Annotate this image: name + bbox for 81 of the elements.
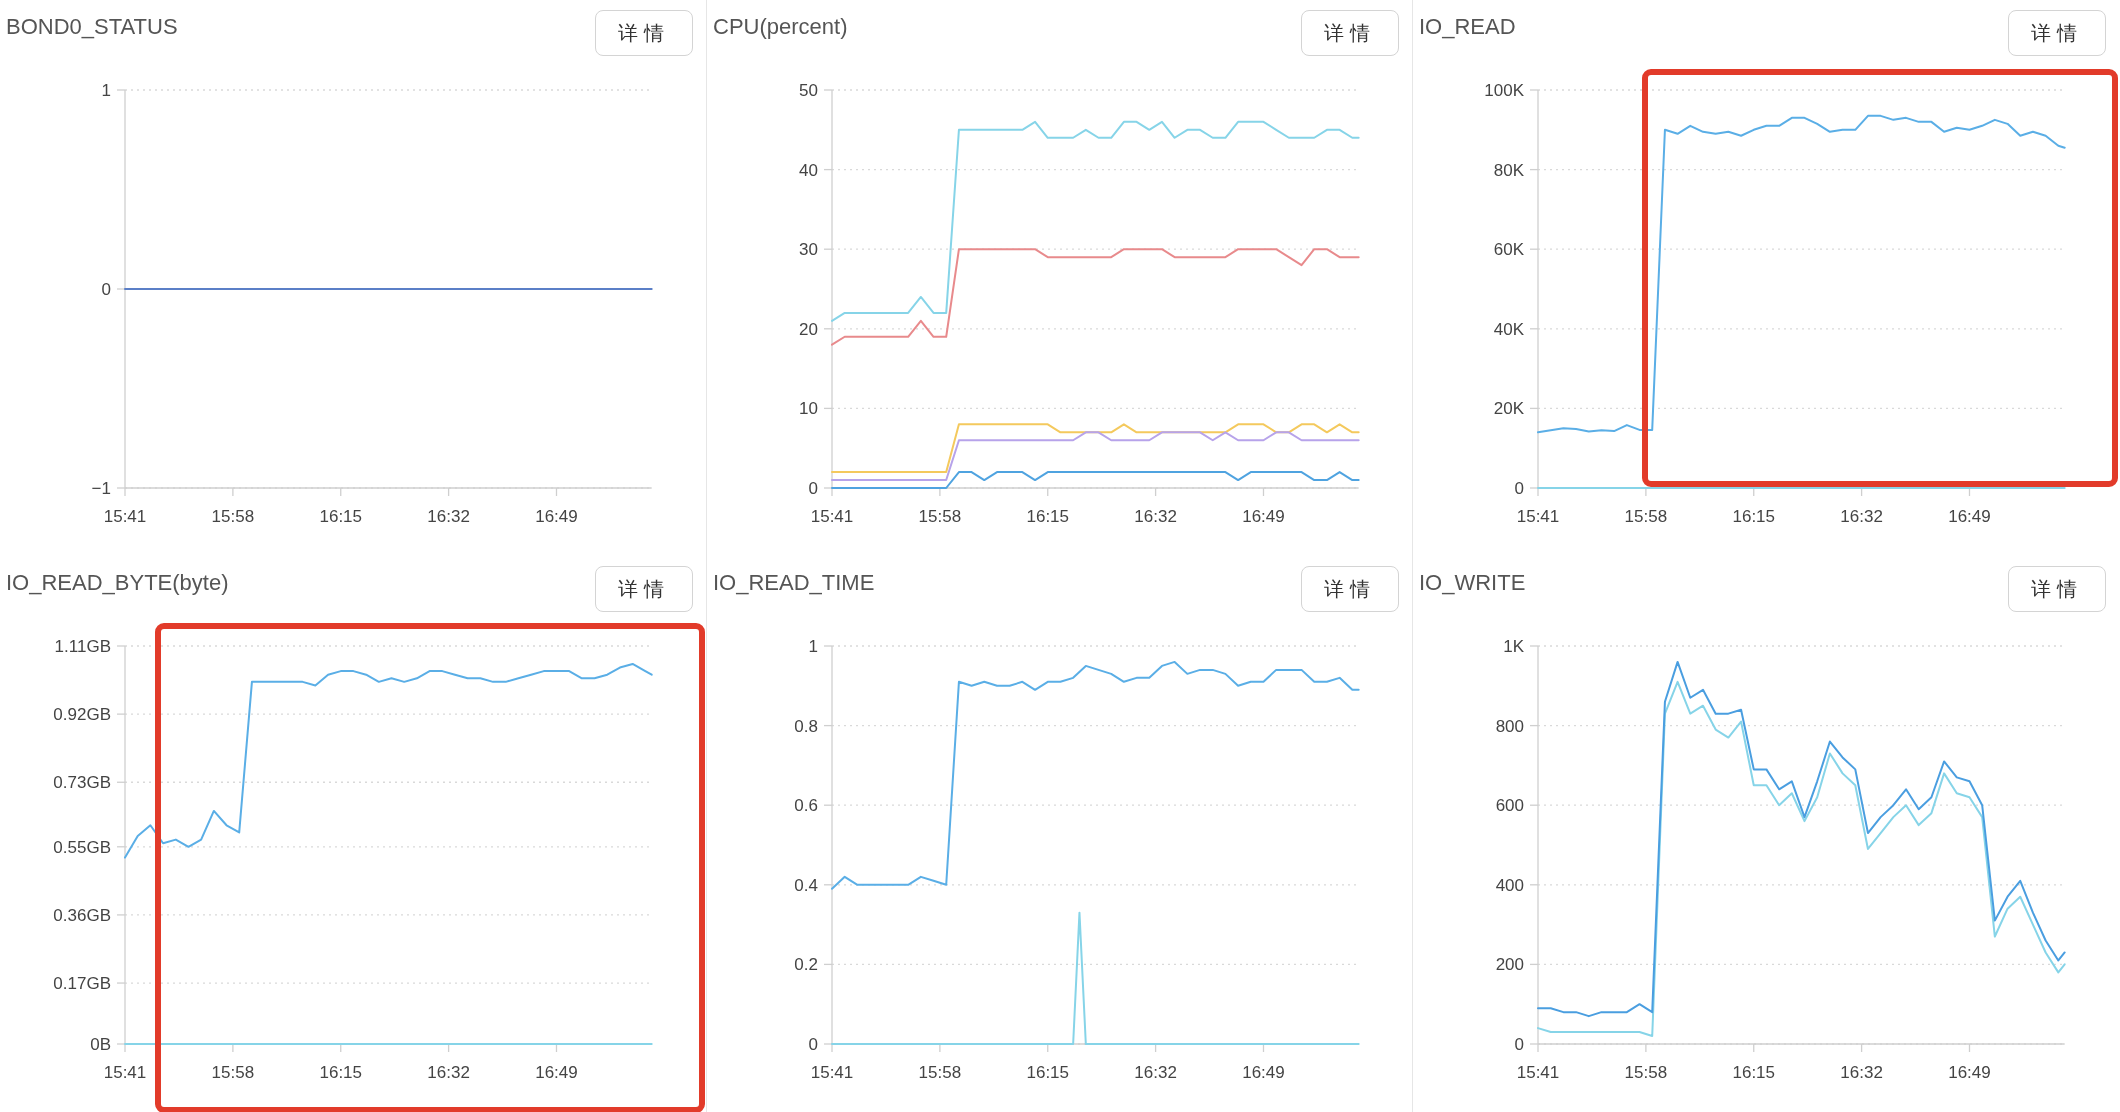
x-tick-label: 15:58	[1624, 1063, 1668, 1082]
x-tick-label: 16:32	[1133, 507, 1177, 526]
x-tick-label: 16:32	[1840, 507, 1884, 526]
chart-title: BOND0_STATUS	[6, 14, 178, 39]
line-series	[830, 660, 1360, 890]
x-tick-label: 15:41	[810, 507, 853, 526]
x-tick-label: 16:49	[535, 1063, 578, 1082]
x-tick-label: 16:15	[1026, 1063, 1069, 1082]
line-series	[830, 248, 1360, 346]
y-tick-label: 0.73GB	[53, 773, 111, 793]
x-tick-label: 16:49	[1241, 1063, 1285, 1082]
y-tick-label: 0	[101, 280, 111, 299]
y-tick-label: 0	[1514, 479, 1525, 498]
y-tick-label: 0B	[90, 1035, 111, 1054]
y-tick-label: 10	[798, 399, 818, 419]
line-series	[124, 662, 653, 859]
x-tick-label: 16:15	[1732, 507, 1776, 526]
y-tick-label: 0.55GB	[53, 837, 111, 857]
chart-title: IO_READ_TIME	[712, 570, 875, 595]
x-tick-label: 15:58	[918, 507, 961, 526]
x-tick-label: 15:41	[103, 1063, 147, 1082]
line-series	[1537, 114, 2066, 434]
y-tick-label: 0.17GB	[53, 974, 111, 994]
y-tick-label: −1	[91, 479, 111, 498]
x-tick-label: 16:32	[427, 507, 470, 526]
chart-title: IO_READ	[1419, 14, 1516, 39]
y-tick-label: 0	[1514, 1035, 1525, 1054]
line-series	[830, 120, 1360, 322]
y-tick-label: 0.2	[794, 955, 818, 975]
x-tick-label: 16:49	[1948, 507, 1992, 526]
y-tick-label: 600	[1495, 796, 1525, 816]
x-tick-label: 16:15	[319, 1063, 363, 1082]
x-tick-label: 16:32	[427, 1063, 470, 1082]
y-tick-label: 50	[798, 81, 818, 100]
text: 详情	[1301, 10, 1400, 56]
x-tick-label: 15:58	[918, 1063, 961, 1082]
y-tick-label: 60K	[1494, 240, 1525, 260]
y-tick-label: 1	[101, 81, 111, 100]
text: 详情	[2007, 10, 2106, 56]
x-tick-label: 16:49	[1241, 507, 1285, 526]
y-tick-label: 80K	[1494, 160, 1525, 180]
text: 详情	[2007, 566, 2106, 612]
y-tick-label: 40	[798, 160, 818, 180]
y-tick-label: 800	[1495, 716, 1525, 736]
x-tick-label: 16:49	[535, 507, 578, 526]
x-tick-label: 15:58	[211, 507, 255, 526]
y-tick-label: 1	[808, 637, 818, 656]
chart-title: CPU(percent)	[712, 14, 848, 39]
x-tick-label: 15:41	[1517, 507, 1560, 526]
y-tick-label: 1.11GB	[54, 637, 111, 656]
x-tick-label: 15:58	[1624, 507, 1668, 526]
y-tick-label: 0	[808, 479, 818, 498]
x-tick-label: 16:15	[1026, 507, 1069, 526]
x-tick-label: 16:32	[1133, 1063, 1177, 1082]
y-tick-label: 0.36GB	[53, 905, 111, 925]
text: 详情	[594, 10, 693, 56]
y-tick-label: 20K	[1494, 399, 1525, 419]
x-tick-label: 15:41	[1517, 1063, 1560, 1082]
y-tick-label: 20	[798, 319, 818, 339]
y-tick-label: 0.92GB	[53, 705, 111, 725]
y-tick-label: 0.8	[794, 716, 818, 736]
y-tick-label: 0	[808, 1035, 818, 1054]
chart-title: IO_READ_BYTE(byte)	[6, 570, 229, 595]
y-tick-label: 0.4	[794, 875, 818, 895]
x-tick-label: 16:49	[1948, 1063, 1992, 1082]
text: 详情	[594, 566, 693, 612]
y-tick-label: 200	[1495, 955, 1525, 975]
y-tick-label: 0.6	[794, 796, 818, 816]
x-tick-label: 15:41	[810, 1063, 853, 1082]
y-tick-label: 1K	[1503, 637, 1525, 656]
x-tick-label: 15:41	[103, 507, 147, 526]
y-tick-label: 40K	[1494, 319, 1525, 339]
chart-title: IO_WRITE	[1419, 570, 1526, 595]
x-tick-label: 16:15	[319, 507, 363, 526]
text: 详情	[1301, 566, 1400, 612]
y-tick-label: 400	[1495, 875, 1525, 895]
y-tick-label: 100K	[1484, 81, 1525, 100]
x-tick-label: 16:32	[1840, 1063, 1884, 1082]
x-tick-label: 15:58	[211, 1063, 255, 1082]
y-tick-label: 30	[798, 240, 818, 260]
x-tick-label: 16:15	[1732, 1063, 1776, 1082]
